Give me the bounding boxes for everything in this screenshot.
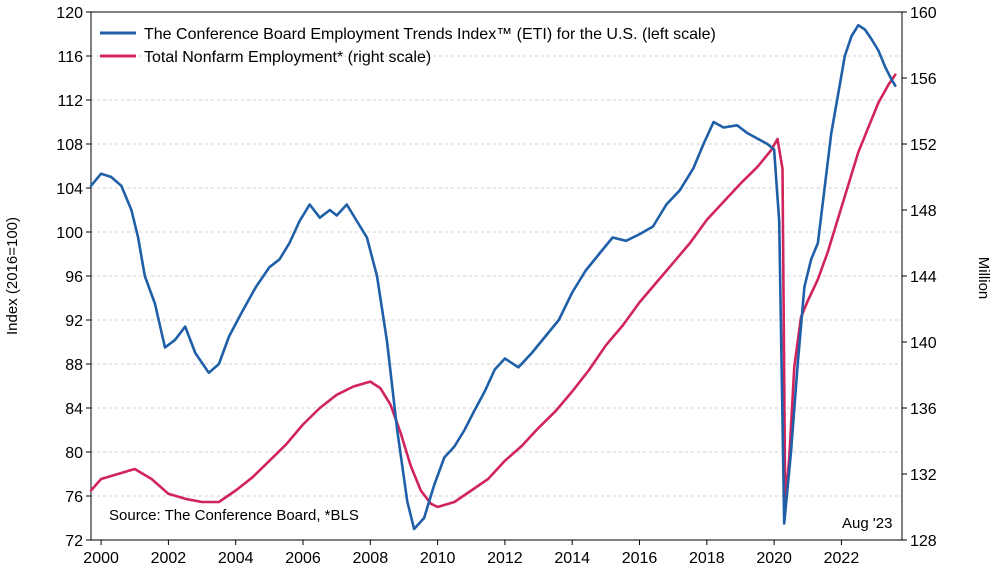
y-left-tick-label-120: 120 xyxy=(56,5,83,22)
y-left-tick-label-84: 84 xyxy=(65,401,83,418)
x-tick-label-2012: 2012 xyxy=(487,550,523,567)
legend-label-nonfarm: Total Nonfarm Employment* (right scale) xyxy=(144,49,431,66)
y-right-tick-label-128: 128 xyxy=(910,533,937,550)
legend: The Conference Board Employment Trends I… xyxy=(100,26,716,66)
y-axis-right-title: Million xyxy=(975,257,992,300)
y-left-tick-label-104: 104 xyxy=(56,181,83,198)
y-right-tick-label-156: 156 xyxy=(910,71,937,88)
x-tick-label-2016: 2016 xyxy=(622,550,658,567)
y-right-tick-label-160: 160 xyxy=(910,5,937,22)
source-note: Source: The Conference Board, *BLS xyxy=(109,507,359,524)
y-axis-left-title: Index (2016=100) xyxy=(4,217,21,335)
y-right-tick-label-140: 140 xyxy=(910,335,937,352)
y-left-tick-label-92: 92 xyxy=(65,313,83,330)
y-left-tick-label-72: 72 xyxy=(65,533,83,550)
y-axis-right: 128 132 136 140 144 148 152 156 160 xyxy=(902,5,937,550)
y-right-tick-label-132: 132 xyxy=(910,467,937,484)
y-right-tick-label-152: 152 xyxy=(910,137,937,154)
y-left-tick-label-108: 108 xyxy=(56,137,83,154)
y-left-tick-label-116: 116 xyxy=(57,49,83,66)
legend-label-eti: The Conference Board Employment Trends I… xyxy=(144,26,716,43)
y-right-tick-label-144: 144 xyxy=(910,269,937,286)
x-tick-label-2006: 2006 xyxy=(285,550,321,567)
x-tick-label-2008: 2008 xyxy=(353,550,389,567)
y-left-tick-label-112: 112 xyxy=(57,93,83,110)
y-left-tick-label-80: 80 xyxy=(65,445,83,462)
x-tick-label-2000: 2000 xyxy=(83,550,119,567)
y-axis-left: 72 76 80 84 88 92 96 100 104 108 112 116 120 xyxy=(56,5,91,550)
x-tick-label-2018: 2018 xyxy=(689,550,725,567)
y-left-tick-label-96: 96 xyxy=(65,269,83,286)
date-note: Aug '23 xyxy=(842,515,892,532)
y-left-tick-label-100: 100 xyxy=(56,225,83,242)
y-left-tick-label-76: 76 xyxy=(65,489,83,506)
x-tick-label-2022: 2022 xyxy=(824,550,860,567)
y-left-tick-label-88: 88 xyxy=(65,357,83,374)
series-line-eti xyxy=(89,23,897,531)
x-tick-label-2014: 2014 xyxy=(554,550,590,567)
x-tick-label-2002: 2002 xyxy=(151,550,187,567)
x-tick-label-2020: 2020 xyxy=(756,550,792,567)
y-right-tick-label-148: 148 xyxy=(910,203,937,220)
x-tick-label-2010: 2010 xyxy=(420,550,456,567)
y-right-tick-label-136: 136 xyxy=(910,401,937,418)
x-axis: 2000 2002 2004 2006 2008 2010 2012 2014 2016 2018… xyxy=(83,540,859,567)
series-layer xyxy=(89,23,897,531)
x-tick-label-2004: 2004 xyxy=(218,550,254,567)
